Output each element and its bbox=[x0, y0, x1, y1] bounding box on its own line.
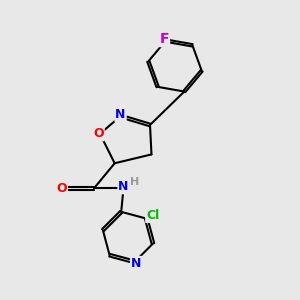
Text: O: O bbox=[56, 182, 67, 195]
Text: Cl: Cl bbox=[146, 209, 159, 222]
Text: N: N bbox=[118, 180, 129, 193]
Text: H: H bbox=[130, 177, 139, 187]
Text: F: F bbox=[160, 32, 169, 46]
Text: N: N bbox=[116, 108, 126, 121]
Text: O: O bbox=[93, 127, 104, 140]
Text: N: N bbox=[131, 257, 141, 270]
